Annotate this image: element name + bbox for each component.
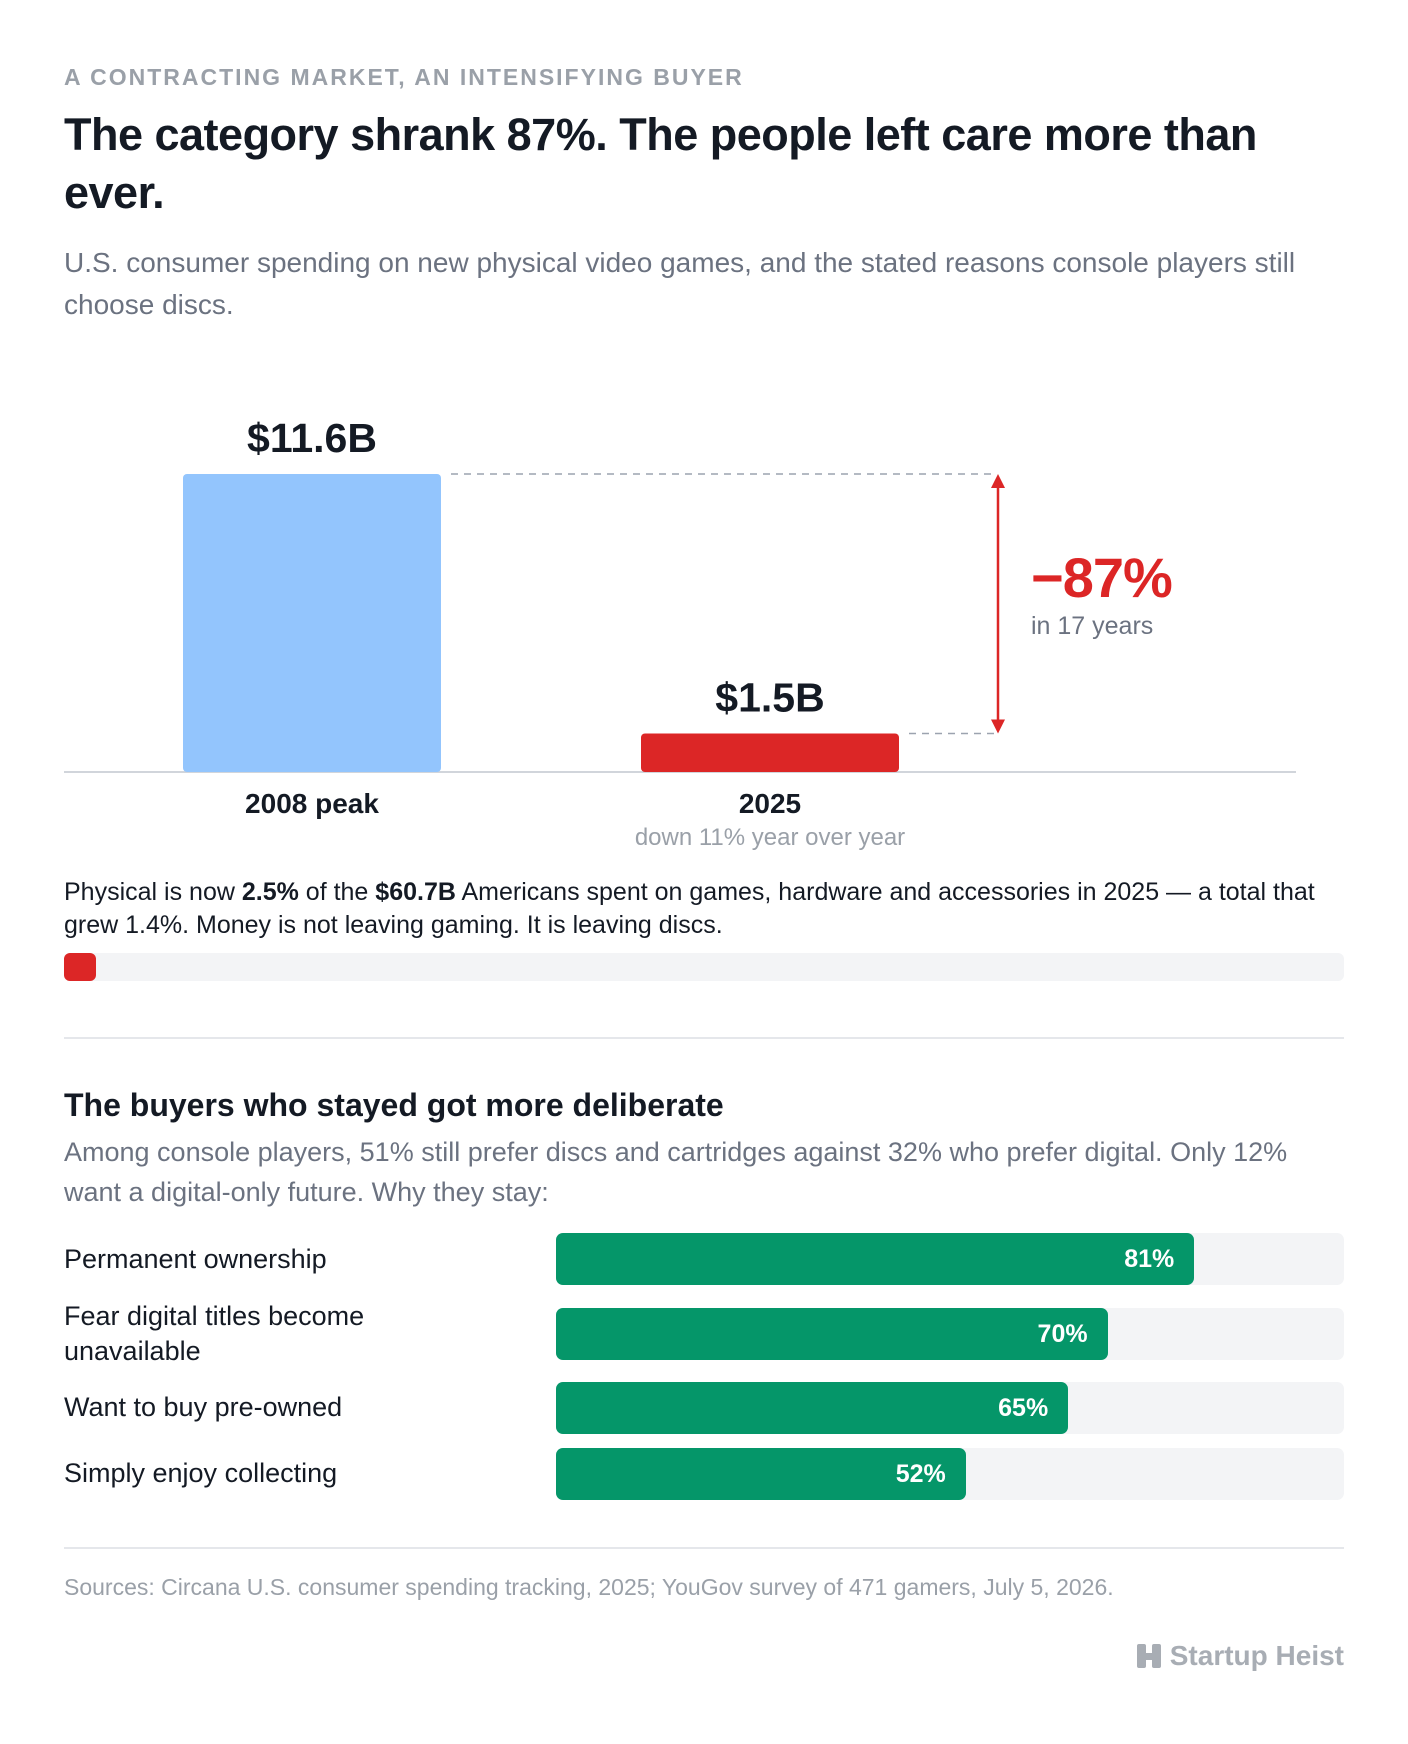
share-bar-fill xyxy=(64,953,96,981)
reason-bar-3: 52% xyxy=(556,1448,966,1500)
change-arrow-head-up xyxy=(991,474,1005,488)
reason-label-3: Simply enjoy collecting xyxy=(64,1458,338,1488)
bar-value-label-0: $11.6B xyxy=(247,415,377,461)
category-label-2025: 2025 xyxy=(738,788,802,819)
share-text-c: Americans spent on games, hardware and a… xyxy=(64,878,1315,939)
share-pct: 2.5% xyxy=(241,878,299,906)
reason-bar-track-0: 81% xyxy=(556,1233,1344,1285)
reason-value-label-1: 70% xyxy=(1037,1320,1088,1348)
footer-divider xyxy=(64,1547,1344,1549)
reason-bar-2: 65% xyxy=(556,1382,1069,1434)
change-annotation-note: in 17 years xyxy=(1031,612,1154,640)
share-sentence: Physical is now 2.5% of the $60.7B Ameri… xyxy=(64,876,1354,942)
bar-value-label-1: $1.5B xyxy=(715,674,824,720)
section-divider xyxy=(64,1037,1344,1039)
h-logo-icon xyxy=(1136,1644,1161,1668)
reason-bar-0: 81% xyxy=(556,1233,1195,1285)
page-subtitle: U.S. consumer spending on new physical v… xyxy=(64,247,1296,320)
change-arrow-head-down xyxy=(991,719,1005,734)
reason-bar-1: 70% xyxy=(556,1308,1108,1360)
share-total: $60.7B xyxy=(375,878,456,906)
reason-bar-track-2: 65% xyxy=(556,1382,1344,1434)
page-title: The category shrank 87%. The people left… xyxy=(64,109,1257,218)
eyebrow: A CONTRACTING MARKET, AN INTENSIFYING BU… xyxy=(64,64,744,90)
brand-name: Startup Heist xyxy=(1169,1640,1344,1671)
share-text-b: of the xyxy=(298,878,376,906)
reason-bar-track-3: 52% xyxy=(556,1448,1344,1500)
reason-label-0: Permanent ownership xyxy=(64,1244,327,1274)
reason-bar-track-1: 70% xyxy=(556,1308,1344,1360)
category-note-2025: down 11% year over year xyxy=(634,824,906,851)
category-label-2008: 2008 peak xyxy=(245,788,379,819)
change-annotation-value: −87% xyxy=(1031,546,1173,609)
reason-value-label-0: 81% xyxy=(1124,1245,1175,1273)
reason-label-2: Want to buy pre-owned xyxy=(64,1392,343,1422)
spending-bar-chart: $11.6B $1.5B xyxy=(64,415,1296,773)
section-title: The buyers who stayed got more deliberat… xyxy=(64,1087,724,1123)
reason-label-1: Fear digital titles become unavailable xyxy=(64,1301,365,1366)
brand-logo: Startup Heist xyxy=(1136,1640,1344,1672)
section-subtitle: Among console players, 51% still prefer … xyxy=(64,1137,1288,1207)
share-bar-track xyxy=(64,953,1344,981)
bar-0 xyxy=(183,474,441,772)
reason-value-label-3: 52% xyxy=(895,1460,946,1488)
share-text-a: Physical is now xyxy=(64,878,242,906)
bar-1 xyxy=(641,733,899,772)
reason-value-label-2: 65% xyxy=(998,1394,1049,1422)
sources-note: Sources: Circana U.S. consumer spending … xyxy=(64,1574,1114,1600)
